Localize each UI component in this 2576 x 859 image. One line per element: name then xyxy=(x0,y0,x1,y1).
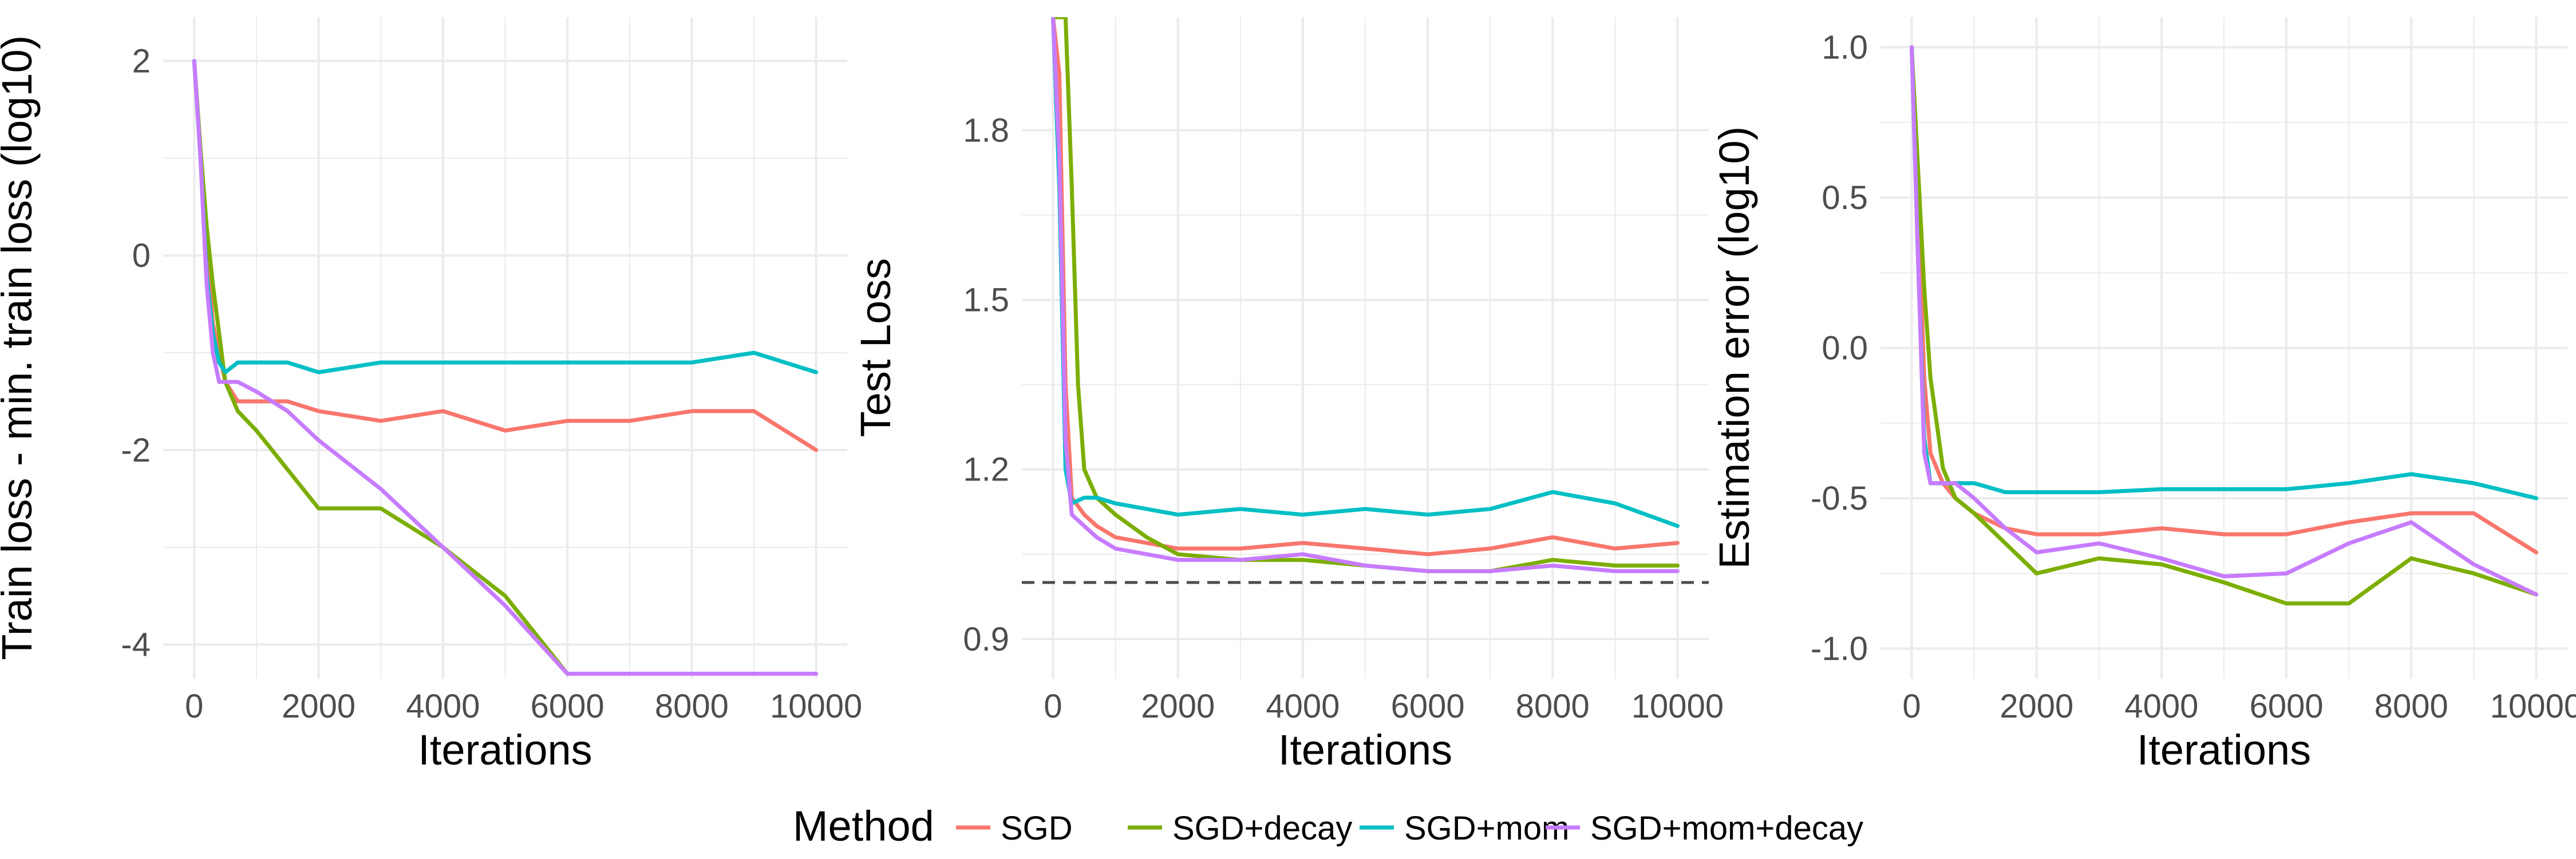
series-line-sgd xyxy=(1051,17,1680,557)
grid xyxy=(1880,17,2567,679)
grid xyxy=(1022,17,1709,679)
x-tick-label: 6000 xyxy=(2250,688,2324,725)
legend-label: SGD+decay xyxy=(1172,810,1352,847)
legend-title: Method xyxy=(793,802,934,850)
x-tick-label: 10000 xyxy=(770,688,862,725)
y-tick-label: 1.0 xyxy=(1822,29,1868,66)
tick-labels: 0 2000 4000 6000 8000 10000 -4 -2 0 2 xyxy=(121,42,862,725)
y-tick-label: 1.8 xyxy=(963,112,1009,149)
y-tick-label: -2 xyxy=(121,432,151,469)
series-line-sgd-decay xyxy=(1910,45,2538,606)
x-tick-label: 8000 xyxy=(1516,688,1590,725)
y-tick-label: 1.2 xyxy=(963,451,1009,488)
tick-labels: 0 2000 4000 6000 8000 10000 0.9 1.2 1.5 1.8 xyxy=(963,112,1724,725)
x-tick-label: 6000 xyxy=(531,688,605,725)
x-tick-label: 0 xyxy=(1902,688,1921,725)
chart-panels: 0 2000 4000 6000 8000 10000 -4 -2 0 2 Iterations Tr… xyxy=(0,17,2576,774)
x-axis-title: Iterations xyxy=(1278,726,1452,774)
y-axis-title: Estimation error (log10) xyxy=(1710,126,1758,569)
legend: Method SGD SGD+decay SGD+mom SGD+mom+decay xyxy=(793,802,1863,850)
x-tick-label: 4000 xyxy=(406,688,480,725)
y-tick-label: -4 xyxy=(121,626,151,664)
y-tick-label: -1.0 xyxy=(1811,631,1868,668)
y-tick-label: 0.0 xyxy=(1822,330,1868,367)
y-tick-label: -0.5 xyxy=(1811,480,1868,517)
legend-label: SGD+mom+decay xyxy=(1590,810,1863,847)
chart-panel-2: 0 2000 4000 6000 8000 10000 0.9 1.2 1.5 1.8 Iterat… xyxy=(852,17,1724,774)
x-tick-label: 4000 xyxy=(1266,688,1340,725)
x-tick-label: 2000 xyxy=(2000,688,2073,725)
x-tick-label: 10000 xyxy=(1631,688,1724,725)
series-lines xyxy=(192,58,819,676)
x-tick-label: 2000 xyxy=(282,688,355,725)
x-tick-label: 6000 xyxy=(1391,688,1465,725)
series-line-sgd-mom-decay xyxy=(192,58,819,676)
chart-panel-3: 0 2000 4000 6000 8000 10000 -1.0 -0.5 0.0 0.5 1.0 I… xyxy=(1710,17,2576,774)
x-tick-label: 10000 xyxy=(2490,688,2576,725)
series-line-sgd-mom-decay xyxy=(1910,45,2538,597)
x-axis-title: Iterations xyxy=(2137,726,2311,774)
x-tick-label: 4000 xyxy=(2124,688,2198,725)
chart-panel-1: 0 2000 4000 6000 8000 10000 -4 -2 0 2 Iterations Tr… xyxy=(0,17,862,774)
x-tick-label: 2000 xyxy=(1141,688,1215,725)
x-tick-label: 8000 xyxy=(2374,688,2448,725)
x-tick-label: 0 xyxy=(185,688,203,725)
grid xyxy=(163,17,847,679)
x-tick-label: 0 xyxy=(1044,688,1062,725)
y-tick-label: 0.5 xyxy=(1822,179,1868,216)
series-lines xyxy=(1051,17,1680,573)
x-tick-label: 8000 xyxy=(655,688,729,725)
tick-labels: 0 2000 4000 6000 8000 10000 -1.0 -0.5 0.0 0.5 1.0 xyxy=(1811,29,2576,726)
y-tick-label: 1.5 xyxy=(963,282,1009,319)
legend-label: SGD+mom xyxy=(1404,810,1569,847)
x-axis-title: Iterations xyxy=(418,726,592,774)
legend-items: SGD SGD+decay SGD+mom SGD+mom+decay xyxy=(956,810,1863,847)
y-tick-label: 2 xyxy=(132,42,151,80)
series-line-sgd-mom-decay xyxy=(1051,17,1680,573)
y-axis-title: Train loss - min. train loss (log10) xyxy=(0,35,41,660)
series-line-sgd xyxy=(1910,45,2538,554)
y-tick-label: 0.9 xyxy=(963,621,1009,658)
y-tick-label: 0 xyxy=(132,237,151,274)
legend-label: SGD xyxy=(1001,810,1073,847)
y-axis-title: Test Loss xyxy=(852,258,899,438)
series-lines xyxy=(1910,45,2538,606)
